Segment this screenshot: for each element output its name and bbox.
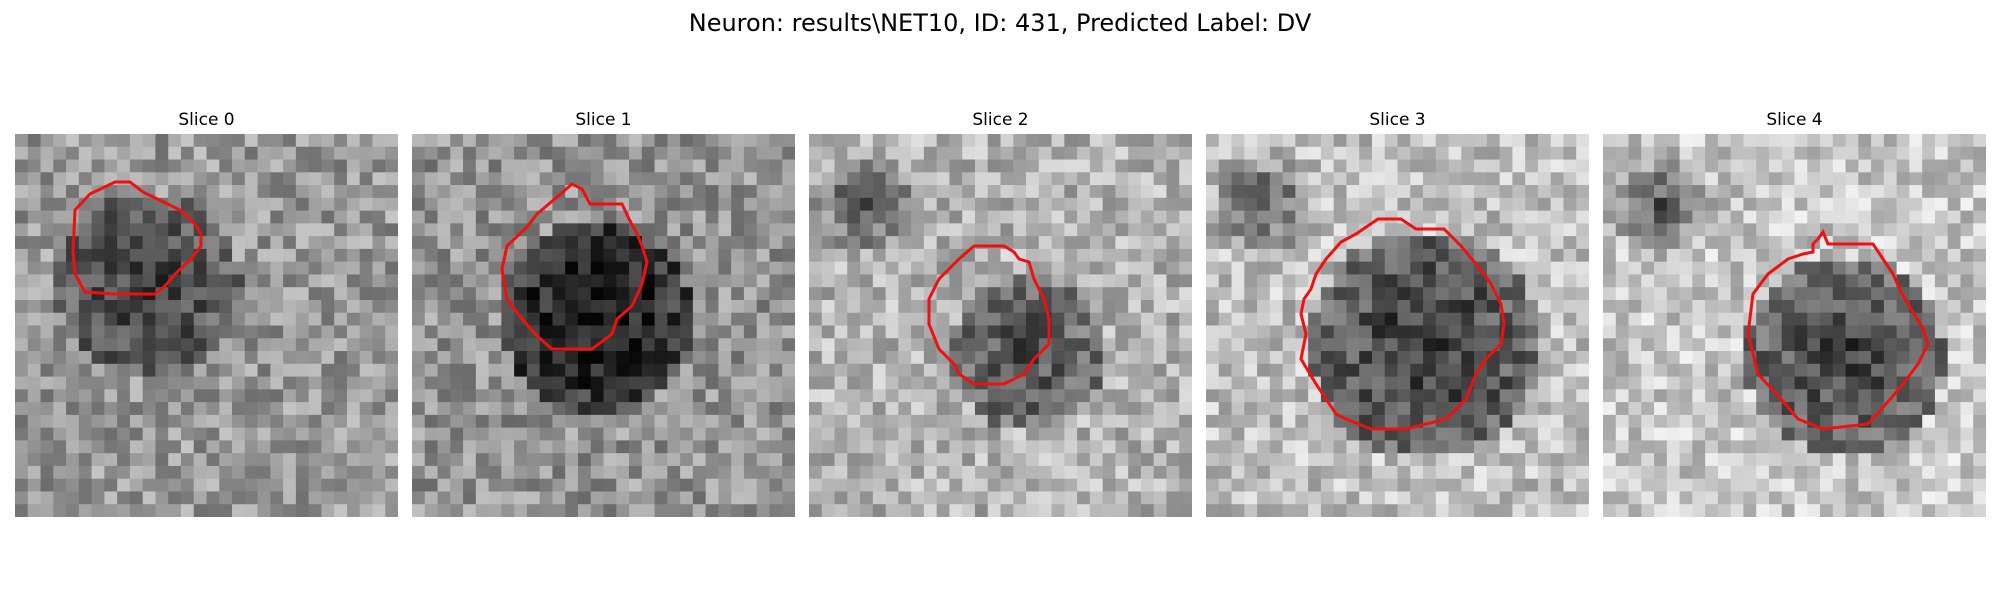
microscopy-pixels — [412, 134, 795, 517]
figure-title: Neuron: results\NET10, ID: 431, Predicte… — [688, 9, 1312, 37]
neuron-contour — [71, 180, 203, 296]
slice-image — [1206, 134, 1589, 517]
slice-panel-3: Slice 3 — [1206, 108, 1589, 517]
slice-panel-4: Slice 4 — [1603, 108, 1986, 517]
slice-title: Slice 1 — [575, 110, 632, 130]
microscopy-pixels — [15, 134, 398, 517]
slice-title: Slice 0 — [178, 110, 235, 130]
slice-image — [1603, 134, 1986, 517]
neuron-contour — [1299, 217, 1506, 431]
slice-image — [412, 134, 795, 517]
neuron-contour — [500, 182, 649, 351]
neuron-contour — [927, 244, 1051, 386]
slice-panel-2: Slice 2 — [809, 108, 1192, 517]
slice-image — [15, 134, 398, 517]
slice-title: Slice 2 — [972, 110, 1029, 130]
slice-title: Slice 3 — [1369, 110, 1426, 130]
slice-title: Slice 4 — [1766, 110, 1823, 130]
slice-panel-1: Slice 1 — [412, 108, 795, 517]
microscopy-pixels — [1603, 134, 1986, 517]
microscopy-pixels — [1206, 134, 1589, 517]
neuron-contour — [1746, 228, 1930, 431]
slice-image — [809, 134, 1192, 517]
slice-panel-0: Slice 0 — [15, 108, 398, 517]
microscopy-pixels — [809, 134, 1192, 517]
